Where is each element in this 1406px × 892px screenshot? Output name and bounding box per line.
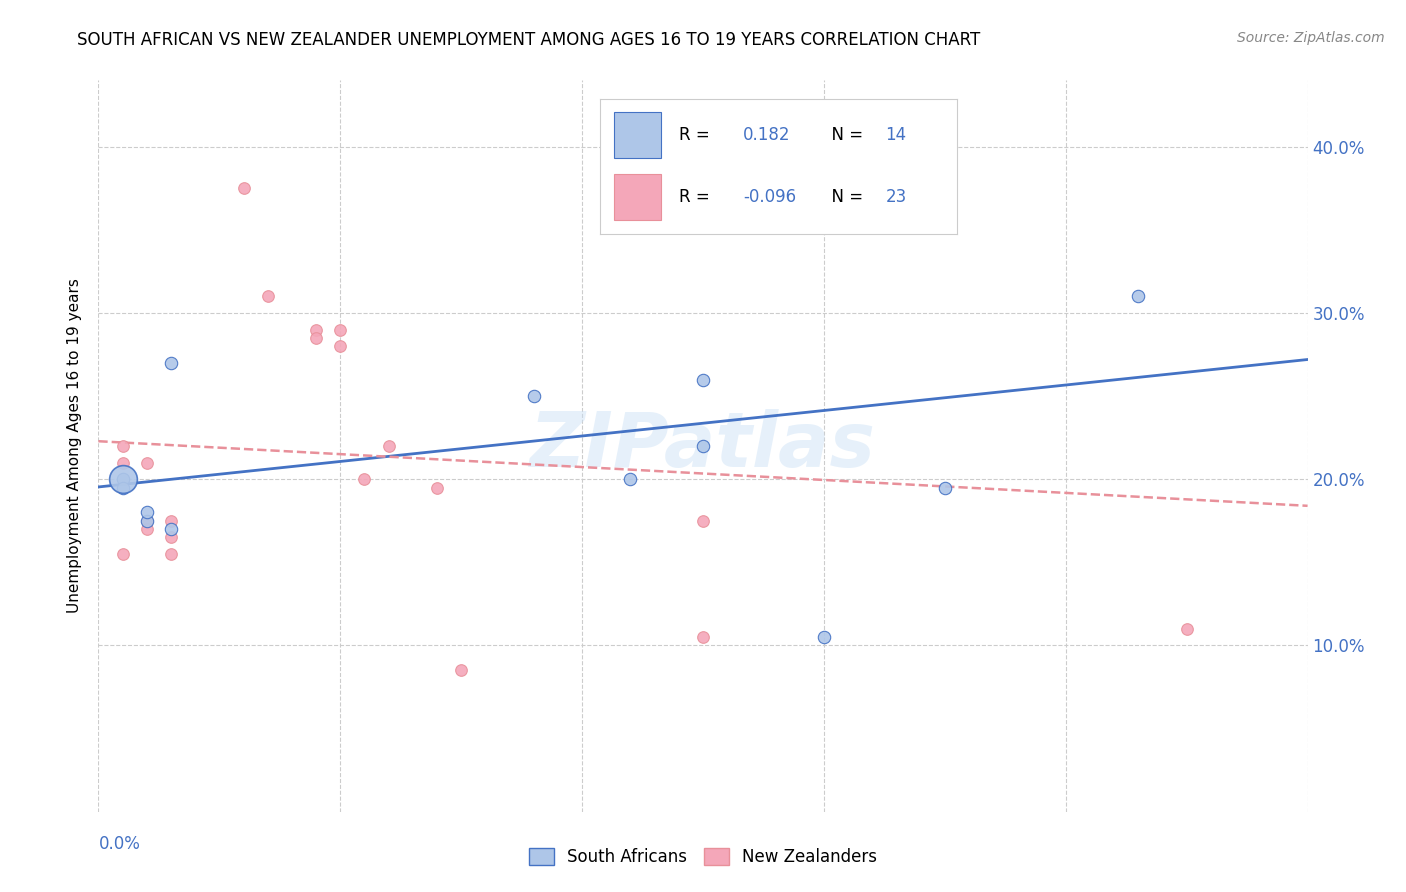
Point: [305, 331, 328, 345]
Point: [377, 439, 399, 453]
Point: [329, 323, 352, 337]
Point: [619, 472, 641, 486]
Text: Source: ZipAtlas.com: Source: ZipAtlas.com: [1237, 31, 1385, 45]
Point: [305, 323, 328, 337]
Point: [160, 547, 183, 561]
Point: [450, 664, 472, 678]
Point: [1128, 289, 1150, 303]
Point: [329, 339, 352, 353]
Point: [765, 189, 787, 203]
Point: [111, 472, 134, 486]
Point: [256, 289, 278, 303]
Legend: South Africans, New Zealanders: South Africans, New Zealanders: [520, 840, 886, 875]
Point: [692, 439, 714, 453]
Y-axis label: Unemployment Among Ages 16 to 19 years: Unemployment Among Ages 16 to 19 years: [67, 278, 83, 614]
Text: ZIPatlas: ZIPatlas: [530, 409, 876, 483]
Point: [523, 389, 546, 403]
Point: [160, 356, 183, 370]
Point: [692, 372, 714, 386]
Point: [111, 456, 134, 470]
Point: [813, 173, 835, 187]
Point: [426, 481, 449, 495]
Point: [135, 506, 157, 520]
Point: [1175, 622, 1198, 636]
Point: [135, 456, 157, 470]
Text: 0.0%: 0.0%: [98, 835, 141, 853]
Point: [692, 514, 714, 528]
Point: [934, 481, 956, 495]
Point: [160, 514, 183, 528]
Point: [135, 514, 157, 528]
Point: [692, 630, 714, 644]
Point: [160, 530, 183, 544]
Point: [353, 472, 375, 486]
Point: [160, 522, 183, 536]
Point: [111, 481, 134, 495]
Point: [111, 439, 134, 453]
Point: [111, 472, 134, 486]
Point: [135, 514, 157, 528]
Point: [813, 630, 835, 644]
Point: [111, 547, 134, 561]
Point: [135, 522, 157, 536]
Point: [232, 181, 254, 195]
Text: SOUTH AFRICAN VS NEW ZEALANDER UNEMPLOYMENT AMONG AGES 16 TO 19 YEARS CORRELATIO: SOUTH AFRICAN VS NEW ZEALANDER UNEMPLOYM…: [77, 31, 980, 49]
